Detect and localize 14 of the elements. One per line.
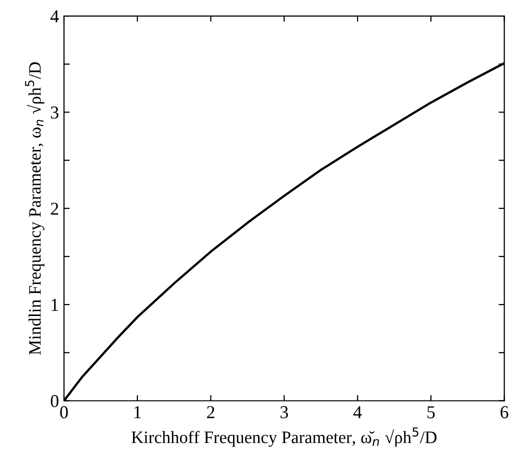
x-tick-label: 6 xyxy=(500,406,508,418)
x-tick-label: 4 xyxy=(353,406,362,418)
x-tick-label: 3 xyxy=(280,406,288,418)
y-tick-label: 1 xyxy=(52,298,58,311)
y-axis-title: Mindlin Frequency Parameter, ω$_{n}$ √ρh$^{5}$/D xyxy=(25,62,44,355)
y-tick-label: 3 xyxy=(50,106,58,119)
x-tick-label: 5 xyxy=(427,406,435,418)
y-tick-label: 4 xyxy=(50,10,59,22)
y-tick-label: 0 xyxy=(50,395,58,408)
x-tick-label: 2 xyxy=(207,406,214,418)
x-tick-label: 1 xyxy=(134,406,141,418)
x-tick-label: 0 xyxy=(60,406,68,418)
x-axis-title: Kirchhoff Frequency Parameter, ω̆$_{n}$ √ρh$^{5}$/D xyxy=(132,428,437,447)
y-tick-label: 2 xyxy=(50,202,58,215)
